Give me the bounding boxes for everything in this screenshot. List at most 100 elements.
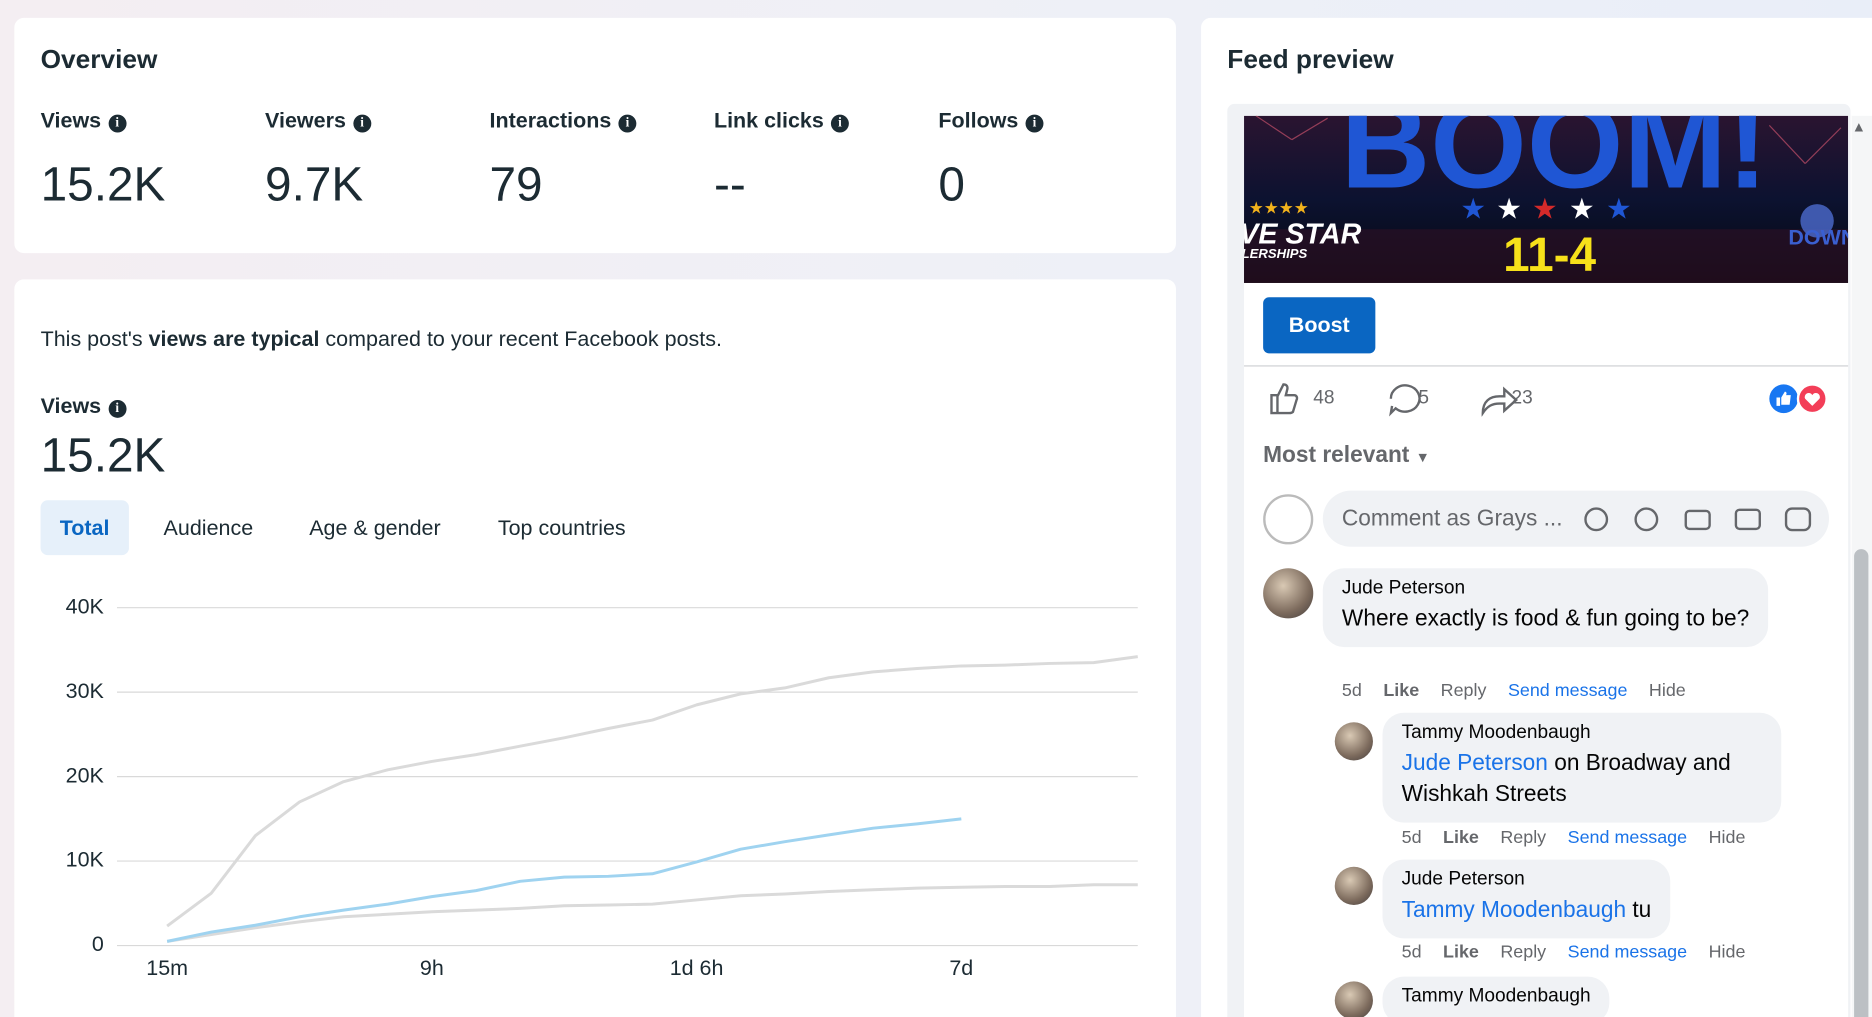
comment-author[interactable]: Jude Peterson — [1401, 869, 1525, 890]
overview-title: Overview — [40, 44, 158, 75]
comment-action[interactable]: Send message — [1567, 827, 1688, 848]
comment-time: 5d — [1401, 827, 1422, 848]
scroll-thumb[interactable] — [1854, 549, 1869, 1017]
boost-button[interactable]: Boost — [1263, 297, 1376, 354]
tab[interactable]: Age & gender — [309, 515, 441, 540]
tab[interactable]: Audience — [163, 515, 254, 540]
info-icon[interactable]: i — [353, 114, 371, 133]
divider — [1244, 365, 1849, 367]
text: tu — [1626, 897, 1652, 923]
metric-value: 15.2K — [40, 158, 166, 212]
label: Views — [40, 108, 102, 133]
info-icon[interactable]: i — [831, 114, 849, 133]
avatar[interactable] — [1334, 722, 1373, 761]
data-line — [166, 883, 1138, 943]
banner-headline: BOOM! — [1341, 116, 1769, 215]
svg-text:★: ★ — [1496, 191, 1522, 225]
composer-icons — [1584, 507, 1812, 532]
info-icon[interactable]: i — [108, 114, 127, 133]
metric-label: Follows i — [938, 108, 1044, 134]
comment-action[interactable]: Reply — [1440, 680, 1487, 701]
comment-action[interactable]: Send message — [1567, 941, 1688, 963]
post-image: BOOM! ★ ★ ★ ★ ★ ★★★★ 11-4 VE STAR LERSHIPS D… — [1244, 115, 1849, 283]
label: Views — [40, 393, 102, 418]
avatar[interactable] — [1334, 866, 1373, 905]
comment-time: 5d — [1341, 680, 1362, 701]
overview-card: Overview Views i 15.2K Viewers i 9.7K Interact… — [14, 17, 1176, 254]
comment-action[interactable]: Like — [1383, 680, 1420, 701]
like-count: 48 — [1313, 388, 1335, 409]
comment-count: 5 — [1418, 388, 1429, 409]
mention[interactable]: Tammy Moodenbaugh — [1401, 897, 1627, 923]
data-line — [166, 655, 1138, 928]
comment-action[interactable]: Send message — [1507, 680, 1628, 701]
comment-time: 5d — [1401, 941, 1422, 963]
comment-text: Jude Peterson on Broadway and Wishkah St… — [1402, 749, 1763, 811]
comment-bubble: Jude Peterson Where exactly is food & fun… — [1322, 568, 1769, 648]
metric-label: Viewers i — [265, 109, 371, 134]
label: Viewers — [265, 108, 346, 133]
info-icon[interactable]: i — [1025, 114, 1044, 133]
metric-label: Link clicks i — [714, 109, 849, 134]
feed-title: Feed preview — [1227, 44, 1394, 75]
y-tick-label: 40K — [66, 594, 105, 618]
x-tick-label: 9h — [420, 956, 444, 980]
page-avatar[interactable] — [1263, 494, 1314, 545]
comment-action[interactable]: Hide — [1648, 680, 1686, 701]
avatar[interactable] — [1263, 568, 1314, 619]
text: on Broadway and Wishkah Streets — [1401, 750, 1731, 808]
comment-action[interactable]: Hide — [1708, 941, 1746, 963]
share-icon[interactable] — [1481, 386, 1519, 417]
comment-action[interactable]: Hide — [1708, 827, 1746, 848]
text: compared to your recent Facebook posts. — [319, 327, 722, 352]
info-icon[interactable]: i — [108, 399, 127, 418]
comment-bubble: Tammy Moodenbaugh Jude Peterson on Broadw… — [1382, 712, 1782, 823]
mention[interactable]: Jude Peterson — [1401, 750, 1548, 777]
svg-text:★★★★: ★★★★ — [1249, 198, 1309, 218]
tab[interactable]: Top countries — [497, 515, 626, 540]
sort-label: Most relevant — [1263, 442, 1410, 469]
comment-action[interactable]: Like — [1443, 827, 1479, 848]
tab[interactable]: Total — [40, 500, 129, 556]
metric-value: 0 — [938, 158, 965, 212]
comment-text: Where exactly is food & fun going to be? — [1342, 604, 1749, 635]
label: Follows — [938, 108, 1019, 133]
x-tick-label: 15m — [146, 956, 188, 980]
sort-menu[interactable]: Most relevant ▼ — [1263, 442, 1430, 469]
comment-author[interactable]: Tammy Moodenbaugh — [1401, 722, 1591, 743]
comment-author[interactable]: Jude Peterson — [1341, 577, 1466, 599]
svg-text:★: ★ — [1532, 191, 1558, 225]
text: This post's — [40, 327, 149, 352]
metric-value: -- — [713, 158, 746, 212]
views-chart: 0 10K 20K 30K 40K 15m 9h 1d 6h 7d — [66, 594, 1138, 980]
info-icon[interactable]: i — [618, 114, 637, 133]
comment-actions: 5d Like Reply Send message Hide — [1342, 681, 1707, 701]
y-tick-label: 20K — [66, 763, 105, 787]
avatar[interactable] — [1334, 981, 1373, 1017]
comment-actions: 5d Like Reply Send message Hide — [1402, 827, 1767, 847]
label: Link clicks — [713, 108, 824, 133]
scroll-up[interactable]: ▲ — [1851, 118, 1866, 135]
text: Where exactly is food & fun going to be? — [1341, 606, 1750, 632]
comment-author[interactable]: Tammy Moodenbaugh — [1401, 986, 1591, 1007]
x-tick-label: 7d — [949, 956, 973, 980]
like-icon[interactable] — [1270, 383, 1299, 415]
svg-text:★: ★ — [1460, 191, 1486, 225]
comment-action[interactable]: Like — [1443, 941, 1479, 963]
metric-label: Views i — [41, 109, 127, 134]
comment-actions: 5d Like Reply Send message Hide — [1402, 942, 1767, 962]
banner-date: 11-4 — [1503, 229, 1596, 282]
metric-value: 9.7K — [265, 158, 364, 212]
emphasis: views are typical — [148, 327, 320, 352]
y-tick-label: 30K — [66, 679, 105, 703]
comment-bubble: Jude Peterson Tammy Moodenbaugh tu — [1382, 859, 1671, 939]
comment-icon[interactable] — [1389, 384, 1421, 417]
reaction-bar — [1270, 383, 1828, 417]
comment-action[interactable]: Reply — [1500, 941, 1547, 963]
y-tick-label: 0 — [92, 932, 104, 956]
comment-input[interactable] — [1322, 490, 1830, 547]
banner-logo-right: DOWNT — [1788, 226, 1848, 250]
comment-placeholder: Comment as Grays ... — [1341, 506, 1563, 532]
comment-action[interactable]: Reply — [1500, 827, 1547, 848]
